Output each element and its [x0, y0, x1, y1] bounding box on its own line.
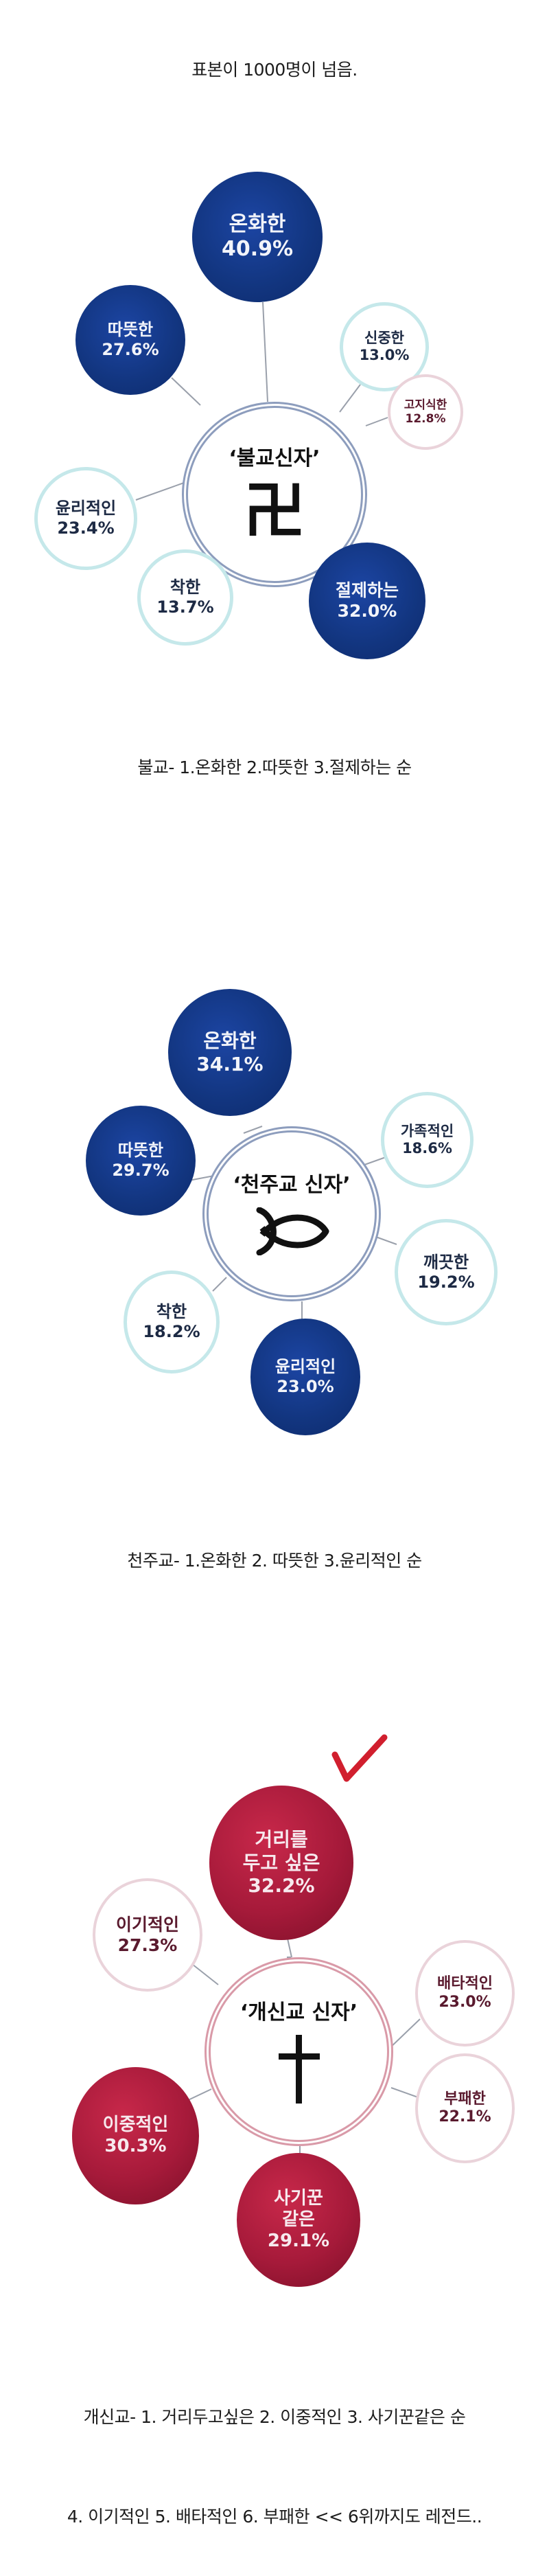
- bubble-label: 깨끗한: [423, 1252, 469, 1272]
- bubble-value: 34.1%: [196, 1052, 264, 1075]
- bubble-kkaekkeut: 깨끗한 19.2%: [395, 1219, 498, 1325]
- bubble-ttatteut: 따뜻한 29.7%: [86, 1106, 196, 1216]
- bubble-ttatteut: 따뜻한 27.6%: [75, 285, 185, 395]
- bubble-jeolje: 절제하는 32.0%: [309, 543, 425, 659]
- bubble-gajok: 가족적인 18.6%: [381, 1092, 474, 1188]
- intro-caption: 표본이 1000명이 넘음.: [191, 60, 358, 80]
- manji-icon: 卍: [244, 475, 305, 547]
- bubble-yunri: 윤리적인 23.4%: [34, 467, 137, 570]
- buddhism-caption: 불교- 1.온화한 2.따뜻한 3.절제하는 순: [137, 757, 412, 777]
- bubble-label-line2: 같은: [282, 2209, 315, 2230]
- bubble-value: 23.0%: [439, 1993, 491, 2011]
- bubble-igijeok: 이기적인 27.3%: [93, 1878, 202, 1992]
- center-bubble-protestantism: ‘개신교 신자’: [205, 1957, 393, 2146]
- bubble-value: 29.1%: [267, 2231, 330, 2252]
- catholicism-caption: 천주교- 1.온화한 2. 따뜻한 3.윤리적인 순: [127, 1551, 422, 1571]
- bubble-value: 12.8%: [405, 412, 446, 426]
- bubble-value: 18.2%: [143, 1322, 200, 1341]
- bubble-value: 19.2%: [417, 1272, 475, 1292]
- bubble-value: 22.1%: [439, 2108, 491, 2125]
- bubble-label: 착한: [170, 578, 201, 597]
- bubble-value: 29.7%: [112, 1161, 170, 1180]
- bubble-label: 따뜻한: [117, 1141, 164, 1161]
- bubble-value: 13.7%: [156, 597, 214, 617]
- bubble-value: 40.9%: [221, 237, 294, 261]
- bubble-gojisik: 고지식한 12.8%: [388, 374, 463, 450]
- connector-lines: [185, 1734, 421, 2156]
- bubble-value: 13.0%: [359, 347, 410, 363]
- protestantism-caption: 개신교- 1. 거리두고싶은 2. 이중적인 3. 사기꾼같은 순: [83, 2407, 466, 2427]
- bubble-label: 사기꾼: [274, 2187, 323, 2209]
- bubble-value: 27.3%: [117, 1935, 178, 1955]
- bubble-georireul: 거리를 두고 싶은 32.2%: [209, 1786, 353, 1940]
- bubble-label: 따뜻한: [107, 320, 154, 340]
- bubble-ijungjeok: 이중적인 30.3%: [72, 2067, 199, 2204]
- cross-icon: [278, 2034, 320, 2104]
- bubble-label: 배타적인: [437, 1975, 493, 1993]
- bubble-label: 절제하는: [335, 580, 399, 600]
- bubble-label: 윤리적인: [55, 499, 117, 518]
- ichthys-fish-icon: [256, 1207, 329, 1255]
- bubble-label: 윤리적인: [274, 1357, 336, 1377]
- bubble-label: 이기적인: [115, 1914, 179, 1935]
- bubble-label: 신중한: [364, 329, 404, 346]
- bubble-chak: 착한 18.2%: [124, 1270, 220, 1374]
- check-mark-icon: [331, 1734, 388, 1782]
- bubble-label: 이중적인: [102, 2114, 169, 2135]
- catholicism-diagram: ‘천주교 신자’ 온화한 34.1% 따뜻한 29.7% 가족적인 18.6% …: [86, 989, 498, 1435]
- protestantism-caption-2: 4. 이기적인 5. 배타적인 6. 부패한 << 6위까지도 레전드..: [67, 2507, 482, 2527]
- bubble-chak: 착한 13.7%: [137, 549, 233, 646]
- bubble-value: 23.0%: [277, 1377, 334, 1396]
- bubble-label: 가족적인: [400, 1122, 454, 1139]
- center-bubble-catholicism: ‘천주교 신자’: [202, 1126, 381, 1301]
- protestantism-diagram: ‘개신교 신자’ 거리를 두고 싶은 32.2% 이기적인 27.3% 배타적인…: [72, 1734, 515, 2287]
- center-title: ‘천주교 신자’: [233, 1172, 351, 1197]
- bubble-value: 27.6%: [102, 340, 159, 359]
- center-title: ‘개신교 신자’: [240, 2000, 358, 2025]
- bubble-value: 18.6%: [402, 1140, 452, 1156]
- bubble-value: 32.2%: [248, 1874, 315, 1897]
- bubble-label: 온화한: [229, 212, 286, 236]
- bubble-label: 착한: [156, 1302, 187, 1322]
- bubble-onhwa: 온화한 34.1%: [168, 989, 292, 1116]
- bubble-value: 23.4%: [57, 518, 115, 538]
- bubble-yunri: 윤리적인 23.0%: [250, 1319, 360, 1435]
- bubble-sagikkun: 사기꾼 같은 29.1%: [237, 2153, 360, 2287]
- bubble-label: 온화한: [203, 1029, 257, 1052]
- bubble-bupae: 부패한 22.1%: [415, 2053, 515, 2163]
- bubble-value: 32.0%: [337, 601, 397, 621]
- bubble-label-line2: 두고 싶은: [242, 1851, 320, 1874]
- buddhism-diagram: ‘불교신자’ 卍 온화한 40.9% 따뜻한 27.6% 신중한 13.0% 고…: [0, 0, 549, 687]
- bubble-value: 30.3%: [104, 2136, 167, 2156]
- bubble-label: 부패한: [444, 2090, 486, 2108]
- bubble-baetajeok: 배타적인 23.0%: [415, 1940, 515, 2047]
- center-title: ‘불교신자’: [229, 446, 320, 470]
- bubble-onhwa: 온화한 40.9%: [192, 172, 323, 302]
- bubble-label: 고지식한: [404, 398, 447, 412]
- bubble-label: 거리를: [255, 1828, 308, 1851]
